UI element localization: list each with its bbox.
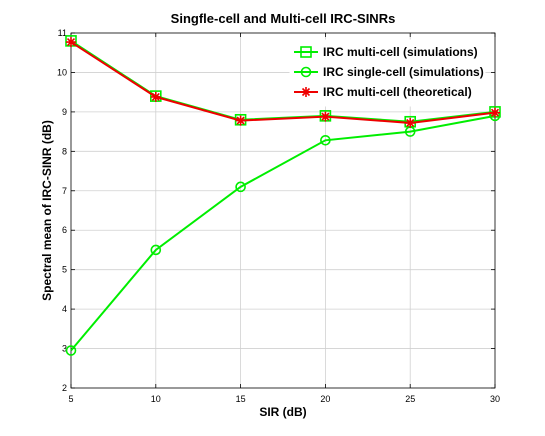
- series-line-2: [70, 41, 496, 124]
- x-tick-label: 30: [490, 394, 500, 404]
- series-2: [66, 37, 500, 128]
- x-tick-label: 15: [236, 394, 246, 404]
- y-tick-label: 7: [62, 186, 67, 196]
- y-tick-label: 2: [62, 383, 67, 393]
- legend-label: IRC multi-cell (theoretical): [323, 85, 472, 99]
- y-tick-label: 3: [62, 344, 67, 354]
- data-point-1: [65, 345, 77, 356]
- legend-entry-0: IRC multi-cell (simulations): [294, 45, 478, 59]
- legend-marker: [300, 66, 312, 78]
- legend-label: IRC multi-cell (simulations): [323, 45, 478, 59]
- x-tick-label: 20: [320, 394, 330, 404]
- y-tick-label: 8: [62, 146, 67, 156]
- series: [65, 35, 501, 356]
- data-point-1: [235, 181, 246, 193]
- x-axis-label: SIR (dB): [259, 405, 306, 419]
- legend-box: [289, 39, 486, 107]
- x-tick-label: 5: [68, 394, 73, 404]
- plot-area: [70, 32, 496, 389]
- data-point-2: [405, 117, 416, 128]
- y-tick-label: 9: [62, 107, 67, 117]
- legend: IRC multi-cell (simulations) IRC single-c…: [289, 39, 486, 107]
- y-tick-label: 10: [57, 67, 67, 77]
- y-tick-label: 5: [62, 265, 67, 275]
- series-1: [65, 110, 501, 356]
- data-point-2: [320, 111, 331, 122]
- data-point-1: [150, 244, 162, 256]
- x-tick-label: 25: [405, 394, 415, 404]
- series-line-1: [70, 114, 496, 352]
- data-point-1: [320, 134, 331, 146]
- data-point-2: [235, 115, 246, 126]
- data-point-2: [150, 91, 161, 102]
- x-tick-label: 10: [151, 394, 161, 404]
- chart-title: Singfle-cell and Multi-cell IRC-SINRs: [171, 11, 396, 26]
- y-tick-label: 6: [62, 225, 67, 235]
- legend-entry-2: IRC multi-cell (theoretical): [294, 85, 472, 99]
- y-tick-label: 4: [62, 304, 67, 314]
- legend-marker: [301, 87, 311, 97]
- y-axis-label: Spectral mean of IRC-SINR (dB): [40, 120, 54, 301]
- legend-marker: [300, 46, 312, 58]
- data-point-2: [490, 107, 500, 118]
- legend-entry-1: IRC single-cell (simulations): [294, 65, 484, 79]
- y-tick-label: 11: [58, 28, 67, 38]
- legend-label: IRC single-cell (simulations): [323, 65, 484, 79]
- axes-ticks: 5 10 15 20 25 30 2 3 4 5 6 7 8 9 10 11: [57, 28, 500, 404]
- data-point-2: [66, 37, 76, 48]
